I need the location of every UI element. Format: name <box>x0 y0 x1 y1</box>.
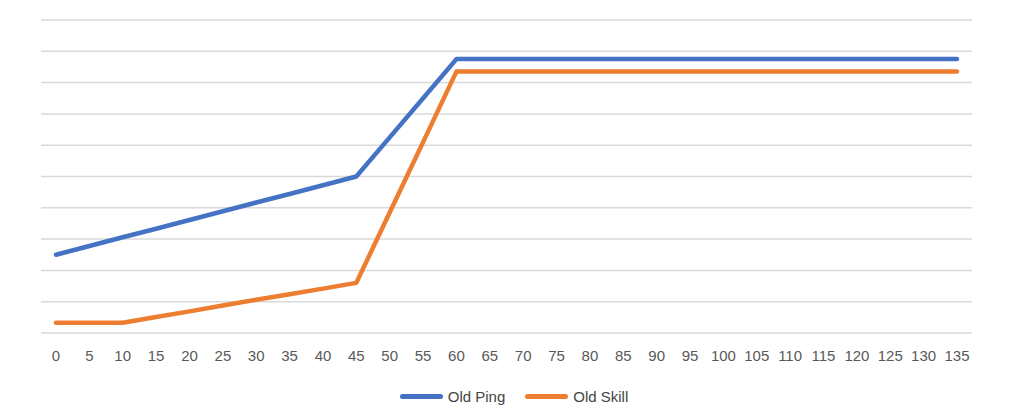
legend-label-old-ping: Old Ping <box>448 388 506 405</box>
line-chart-plot: 0 5 10 15 20 25 30 35 40 45 50 55 60 65 70 75 80 85 90 95 10… <box>0 0 1028 420</box>
legend-label-old-skill: Old Skill <box>573 388 628 405</box>
x-tick-label: 130 <box>911 347 936 364</box>
x-tick-label: 115 <box>812 347 836 364</box>
x-tick-label: 95 <box>682 347 699 364</box>
x-tick-label: 15 <box>148 347 165 364</box>
x-tick-label: 30 <box>248 347 265 364</box>
x-tick-label: 0 <box>52 347 60 364</box>
legend-item-old-ping: Old Ping <box>400 388 506 405</box>
x-tick-label: 85 <box>615 347 632 364</box>
x-tick-label: 40 <box>315 347 332 364</box>
x-tick-label: 80 <box>582 347 599 364</box>
chart-legend: Old Ping Old Skill <box>0 388 1028 405</box>
x-tick-label: 20 <box>181 347 198 364</box>
x-tick-label: 135 <box>944 347 969 364</box>
x-tick-label: 25 <box>215 347 232 364</box>
series-line-old-skill <box>56 72 957 323</box>
legend-line-swatch-old-ping <box>400 394 443 399</box>
x-tick-label: 10 <box>114 347 131 364</box>
legend-item-old-skill: Old Skill <box>525 388 628 405</box>
x-tick-label: 60 <box>448 347 465 364</box>
x-tick-label: 35 <box>281 347 298 364</box>
line-chart-container: 0 5 10 15 20 25 30 35 40 45 50 55 60 65 70 75 80 85 90 95 10… <box>0 0 1028 420</box>
legend-line-swatch-old-skill <box>525 394 568 399</box>
x-tick-label: 50 <box>381 347 398 364</box>
x-tick-label: 70 <box>515 347 532 364</box>
x-tick-label: 125 <box>878 347 903 364</box>
x-tick-label: 110 <box>778 347 802 364</box>
x-tick-label: 105 <box>744 347 769 364</box>
x-tick-label: 75 <box>548 347 565 364</box>
x-tick-label: 65 <box>481 347 498 364</box>
series-line-old-ping <box>56 59 957 255</box>
x-tick-label: 120 <box>844 347 869 364</box>
x-tick-label: 55 <box>415 347 432 364</box>
x-tick-label: 90 <box>648 347 665 364</box>
x-tick-label: 5 <box>85 347 93 364</box>
x-tick-label: 100 <box>711 347 736 364</box>
x-tick-label: 45 <box>348 347 365 364</box>
